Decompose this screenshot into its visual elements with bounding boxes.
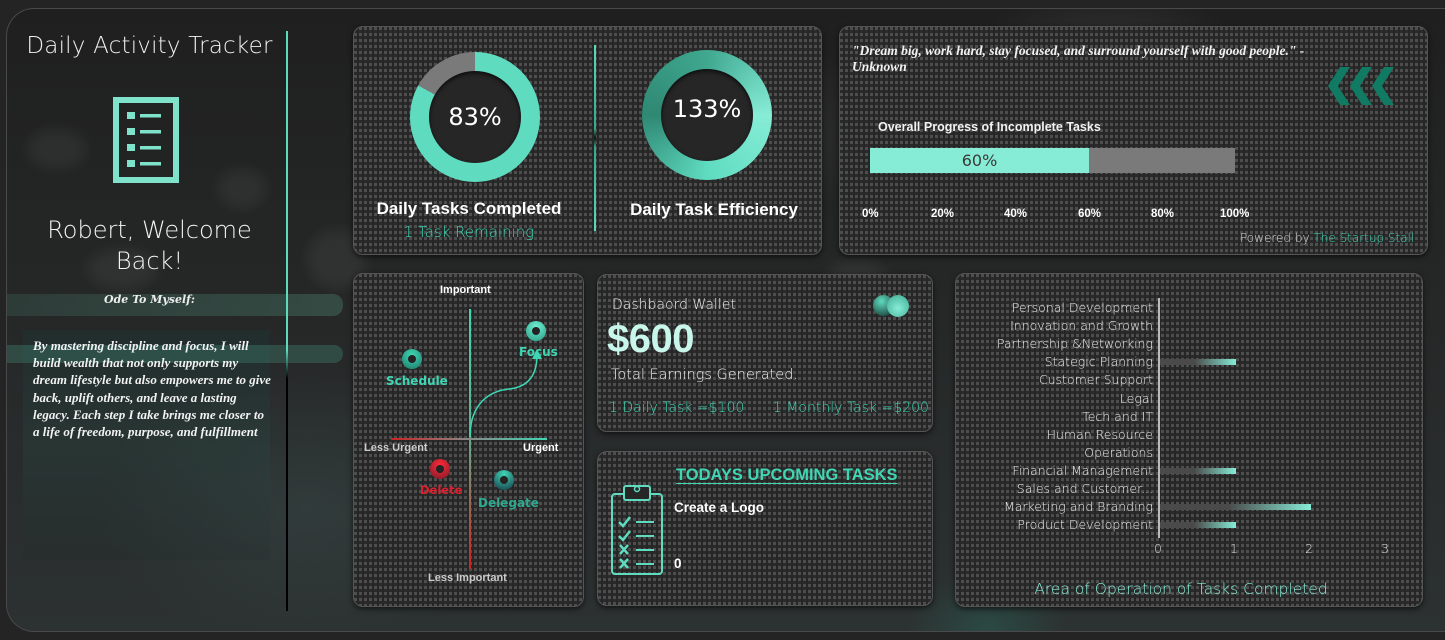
delete-ring-icon xyxy=(430,459,450,479)
area-of-operation-chart: Personal Development Innovation and Growt… xyxy=(955,273,1423,607)
progress-fill: 60% xyxy=(870,148,1089,173)
matrix-left-label: Less Urgent xyxy=(364,442,428,454)
bar-category-label: Legal xyxy=(1119,390,1153,406)
matrix-horizontal-axis xyxy=(391,438,547,440)
bar-category-label: Customer Support xyxy=(1038,372,1153,388)
bar-category-label: Financial Management xyxy=(1012,462,1153,478)
app-title: Daily Activity Tracker xyxy=(26,33,273,59)
progress-card: "Dream big, work hard, stay focused, and… xyxy=(839,26,1428,255)
chart-y-axis xyxy=(1158,298,1160,538)
bar-category-label: Sales and Customer... xyxy=(1016,481,1153,496)
background-bokeh xyxy=(87,249,157,289)
task-count: 0 xyxy=(674,556,682,571)
bar[interactable] xyxy=(1160,504,1311,511)
bar[interactable] xyxy=(1160,522,1236,529)
progress-tick: 60% xyxy=(1078,208,1102,220)
chart-title: Area of Operation of Tasks Completed xyxy=(1034,580,1328,598)
bar-category-label: Product Development xyxy=(1017,517,1153,533)
efficiency-donut: 133% xyxy=(642,50,772,180)
bar-category-label: Stategic Planning xyxy=(1044,354,1153,370)
bar[interactable] xyxy=(1160,359,1236,366)
brand-link[interactable]: The Startup Stall xyxy=(1313,231,1415,245)
priority-matrix-card: Important Less Important Less Urgent Urg… xyxy=(353,273,584,607)
tasks-completed-label: Daily Tasks Completed xyxy=(376,199,562,218)
matrix-bottom-label: Less Important xyxy=(428,572,507,584)
powered-by: Powered by The Startup Stall xyxy=(1240,231,1414,245)
quadrant-delegate[interactable]: Delegate xyxy=(478,496,539,510)
bar-category-label: Partnership &Networking xyxy=(996,336,1153,352)
bar-category-label: Innovation and Growth xyxy=(1010,318,1153,334)
progress-value: 60% xyxy=(961,151,998,170)
decorative-band xyxy=(7,345,343,363)
x-tick: 1 xyxy=(1230,541,1238,556)
ode-text: By mastering discipline and focus, I wil… xyxy=(33,338,271,440)
schedule-ring-icon xyxy=(402,349,422,369)
bar-category-label: Personal Development xyxy=(1011,300,1153,315)
tasks-completed-donut: 83% xyxy=(410,52,540,182)
matrix-right-label: Urgent xyxy=(523,442,559,454)
x-tick: 3 xyxy=(1381,541,1389,556)
bar-category-label: Marketing and Branding xyxy=(1003,499,1153,515)
quadrant-schedule[interactable]: Schedule xyxy=(386,374,448,388)
matrix-top-label: Important xyxy=(440,284,491,296)
welcome-message: Robert, Welcome Back! xyxy=(47,216,252,275)
bar-category-label: Human Resource xyxy=(1046,426,1153,442)
wallet-title: Dashbaord Wallet xyxy=(612,297,736,313)
progress-tick: 100% xyxy=(1220,208,1250,220)
x-tick: 0 xyxy=(1154,541,1162,556)
dashboard-frame: Daily Activity Tracker Robert, Welcome B… xyxy=(6,8,1445,632)
progress-tick: 80% xyxy=(1151,208,1175,220)
wallet-card: Dashbaord Wallet $600 Total Earnings Gen… xyxy=(597,274,933,432)
kpi-card: 83% Daily Tasks Completed 1 Task Remaini… xyxy=(353,26,822,255)
background-bokeh xyxy=(217,169,267,209)
background-bokeh xyxy=(27,129,87,169)
task-item[interactable]: Create a Logo xyxy=(674,500,765,515)
trend-arrow-icon xyxy=(469,349,542,438)
quadrant-focus[interactable]: Focus xyxy=(519,345,558,359)
x-tick: 2 xyxy=(1305,541,1313,556)
progress-tick: 40% xyxy=(1004,208,1028,220)
progress-title: Overall Progress of Incomplete Tasks xyxy=(878,120,1101,134)
upcoming-tasks-title: TODAYS UPCOMING TASKS xyxy=(676,466,898,484)
progress-tick: 0% xyxy=(862,208,879,220)
tasks-completed-value: 83% xyxy=(448,103,502,131)
wallet-amount: $600 xyxy=(607,317,694,361)
daily-rate: 1 Daily Task =$100 xyxy=(609,400,745,416)
chevrons-left-icon xyxy=(1328,67,1394,105)
wallet-subtitle: Total Earnings Generated. xyxy=(611,367,799,383)
clipboard-checklist-icon xyxy=(611,485,663,575)
progress-tick: 20% xyxy=(931,208,955,220)
efficiency-label: Daily Task Efficiency xyxy=(630,200,798,219)
monthly-rate: 1 Monthly Task =$200 xyxy=(773,400,929,416)
upcoming-tasks-card: TODAYS UPCOMING TASKS Create a Logo 0 xyxy=(597,451,933,606)
donut-hole xyxy=(661,69,753,161)
motivational-quote: "Dream big, work hard, stay focused, and… xyxy=(852,43,1305,74)
quadrant-delete[interactable]: Delete xyxy=(420,483,463,497)
bar-category-label: Operations xyxy=(1084,444,1153,460)
checklist-icon xyxy=(113,97,179,183)
ode-title: Ode To Myself: xyxy=(104,293,195,306)
tasks-remaining: 1 Task Remaining xyxy=(403,223,535,241)
decorative-band xyxy=(7,294,343,316)
bar[interactable] xyxy=(1160,467,1236,474)
sidebar-divider xyxy=(286,31,288,611)
sidebar: Daily Activity Tracker Robert, Welcome B… xyxy=(7,9,343,631)
focus-ring-icon xyxy=(526,321,546,341)
kpi-divider xyxy=(594,45,596,231)
ode-box xyxy=(23,330,270,560)
donut-hole xyxy=(429,71,521,163)
chart-plot: Personal Development Innovation and Growt… xyxy=(956,274,1422,606)
delegate-ring-icon xyxy=(494,470,514,490)
progress-bar: 60% xyxy=(870,148,1235,173)
powered-prefix: Powered by xyxy=(1240,231,1310,245)
toggle-circles-icon xyxy=(873,294,913,318)
efficiency-value: 133% xyxy=(672,95,742,123)
bar-category-label: Tech and IT xyxy=(1082,408,1153,424)
